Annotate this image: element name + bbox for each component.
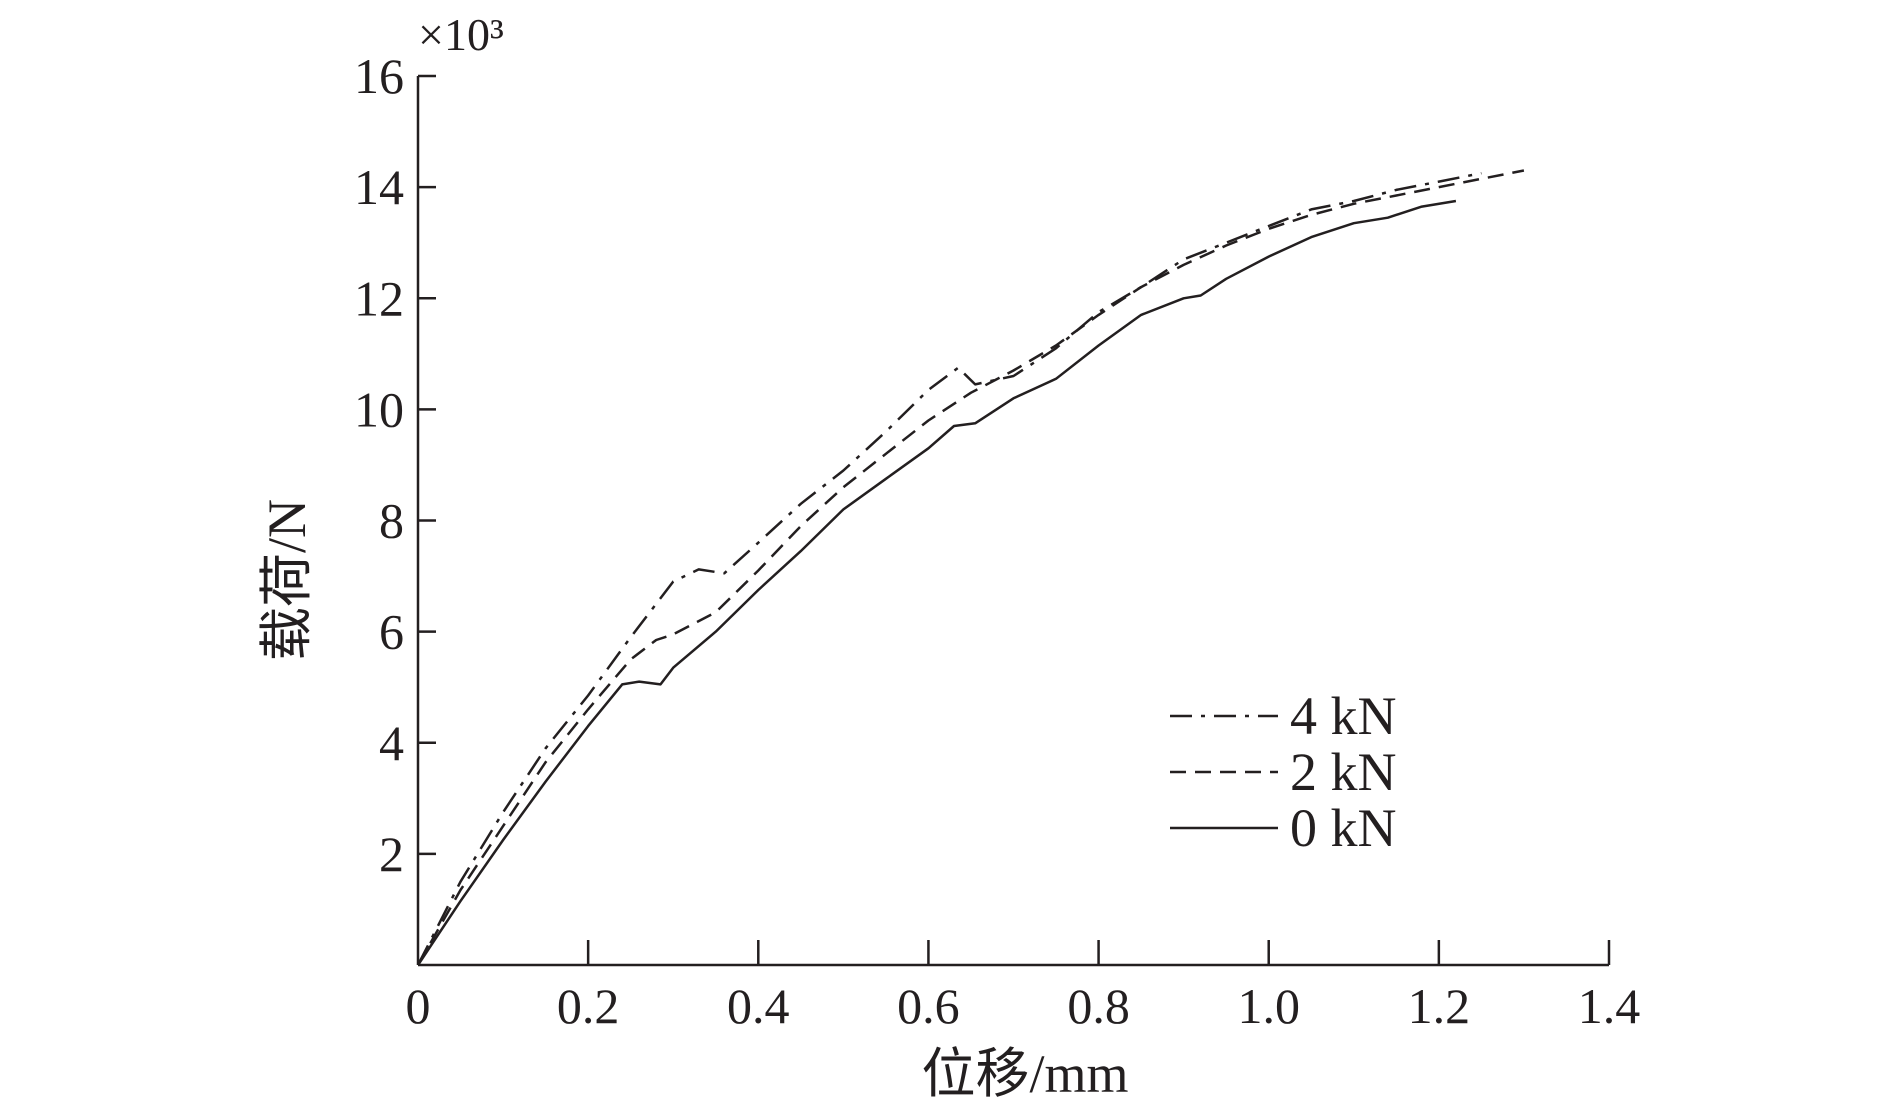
axes: 2 4 6 8 10 12 14 16 0 0.2 0.4 0.6 0.8 1.0 1.2 1.4 [354,48,1640,1034]
y-tick-label: 6 [379,604,404,660]
series-layer [416,169,1525,966]
x-tick-label: 0.2 [557,978,620,1034]
x-tick-label: 0.6 [897,978,960,1034]
y-tick-label: 16 [354,48,404,104]
x-tick-label: 0.4 [727,978,790,1034]
series-line-4-kn [416,171,1482,966]
y-tick-label: 12 [354,270,404,326]
legend-label: 2 kN [1290,742,1397,802]
x-tick-label: 0 [406,978,431,1034]
x-tick-label: 0.8 [1067,978,1130,1034]
legend-label: 4 kN [1290,686,1397,746]
legend: 4 kN2 kN0 kN [1170,686,1397,858]
series-line-2-kn [416,169,1525,966]
x-axis-title: 位移/mm [921,1044,1128,1104]
y-tick-label: 4 [379,715,404,771]
x-tick-label: 1.2 [1408,978,1471,1034]
legend-label: 0 kN [1290,798,1397,858]
y-tick-label: 2 [379,826,404,882]
y-axis-title: 载荷/N [257,499,317,661]
y-multiplier-label: ×10³ [418,9,504,60]
y-tick-label: 10 [354,381,404,437]
x-tick-label: 1.4 [1578,978,1641,1034]
y-tick-label: 14 [354,159,404,215]
series-line-0-kn [416,199,1457,966]
y-tick-label: 8 [379,493,404,549]
x-tick-label: 1.0 [1237,978,1300,1034]
